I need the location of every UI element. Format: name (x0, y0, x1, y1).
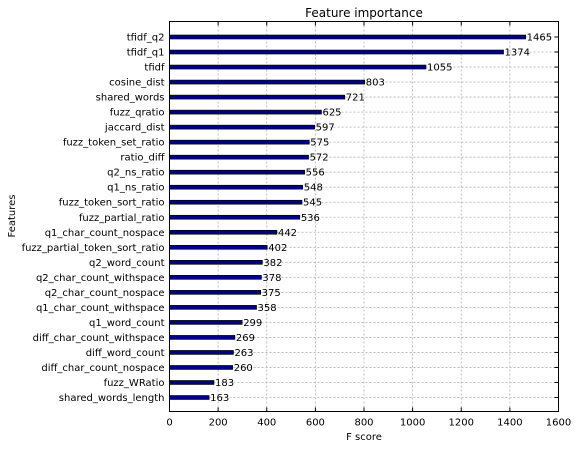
y-tick-label-shared_words_length: shared_words_length (59, 393, 165, 404)
bar-tfidf_q2 (169, 34, 526, 40)
value-label-ratio_diff: 572 (310, 153, 329, 164)
bar-tfidf (169, 64, 427, 70)
x-tick-label: 1600 (546, 418, 571, 429)
bar-cosine_dist (169, 79, 366, 85)
y-tick-label-q1_word_count: q1_word_count (89, 318, 165, 329)
x-tick-label: 1400 (497, 418, 522, 429)
y-tick-label-q1_ns_ratio: q1_ns_ratio (107, 183, 164, 194)
y-tick-label-cosine_dist: cosine_dist (109, 78, 164, 89)
y-tick-label-q1_char_count_withspace: q1_char_count_withspace (36, 303, 165, 314)
value-label-fuzz_token_set_ratio: 575 (310, 138, 329, 149)
bar-diff_char_count_withspace (169, 335, 236, 340)
value-label-tfidf: 1055 (427, 63, 452, 74)
bar-q2_word_count (169, 260, 263, 265)
y-tick-label-shared_words: shared_words (96, 93, 165, 104)
bar-q2_char_count_nospace (169, 290, 261, 295)
bar-fuzz_qratio (169, 109, 322, 115)
bar-fuzz_token_set_ratio (169, 139, 310, 145)
bar-fuzz_WRatio (169, 380, 215, 385)
value-label-tfidf_q2: 1465 (527, 33, 552, 44)
x-tick-label: 800 (354, 418, 373, 429)
y-tick-label-q2_char_count_withspace: q2_char_count_withspace (36, 273, 165, 284)
bar-ratio_diff (169, 154, 309, 160)
x-tick-label: 0 (166, 418, 172, 429)
x-tick-label: 600 (306, 418, 325, 429)
bar-shared_words_length (169, 395, 210, 400)
y-tick-label-fuzz_token_set_ratio: fuzz_token_set_ratio (63, 138, 165, 149)
x-tick-label: 200 (209, 418, 228, 429)
value-label-q2_char_count_withspace: 378 (262, 273, 281, 284)
bar-q1_word_count (169, 320, 243, 325)
y-tick-label-fuzz_WRatio: fuzz_WRatio (104, 378, 165, 389)
x-axis-label: F score (346, 432, 382, 443)
y-tick-label-fuzz_partial_token_sort_ratio: fuzz_partial_token_sort_ratio (22, 243, 165, 254)
bar-fuzz_partial_token_sort_ratio (169, 244, 268, 250)
y-tick-label-fuzz_qratio: fuzz_qratio (110, 108, 165, 119)
value-label-fuzz_token_sort_ratio: 545 (303, 198, 322, 209)
value-label-q1_ns_ratio: 548 (304, 183, 323, 194)
y-tick-label-ratio_diff: ratio_diff (120, 153, 165, 164)
bar-diff_word_count (169, 350, 234, 355)
bar-shared_words (169, 94, 346, 100)
value-label-jaccard_dist: 597 (316, 123, 335, 134)
value-label-fuzz_WRatio: 183 (215, 378, 234, 389)
value-label-q1_char_count_nospace: 442 (278, 228, 297, 239)
bar-diff_char_count_nospace (169, 365, 234, 370)
bar-fuzz_partial_ratio (169, 214, 301, 220)
y-axis-label: Features (7, 195, 18, 238)
value-label-fuzz_qratio: 625 (322, 108, 341, 119)
y-tick-label-q2_ns_ratio: q2_ns_ratio (107, 168, 164, 179)
y-tick-label-tfidf: tfidf (144, 63, 165, 74)
bar-q2_ns_ratio (169, 169, 305, 175)
value-label-fuzz_partial_token_sort_ratio: 402 (268, 243, 287, 254)
value-label-q1_char_count_withspace: 358 (258, 303, 277, 314)
bar-jaccard_dist (169, 124, 315, 130)
bar-q1_ns_ratio (169, 184, 304, 190)
x-tick-label: 1200 (449, 418, 474, 429)
value-label-shared_words: 721 (346, 93, 365, 104)
chart-title: Feature importance (305, 6, 423, 20)
bar-tfidf_q1 (169, 49, 504, 55)
y-tick-label-diff_char_count_nospace: diff_char_count_nospace (41, 363, 164, 374)
value-label-diff_word_count: 263 (234, 348, 253, 359)
value-label-cosine_dist: 803 (366, 78, 385, 89)
bar-q1_char_count_nospace (169, 229, 278, 235)
x-tick-labels: 0 200 400 600 800 1000 1200 1400 1600 (166, 418, 571, 429)
value-label-diff_char_count_withspace: 269 (236, 333, 255, 344)
value-label-q2_char_count_nospace: 375 (262, 288, 281, 299)
y-tick-label-jaccard_dist: jaccard_dist (104, 123, 165, 134)
y-tick-label-q2_word_count: q2_word_count (89, 258, 165, 269)
x-tick-label: 400 (257, 418, 276, 429)
value-label-shared_words_length: 163 (210, 393, 229, 404)
y-tick-label-tfidf_q2: tfidf_q2 (127, 33, 165, 44)
bar-fuzz_token_sort_ratio (169, 199, 303, 205)
x-tick-label: 1000 (400, 418, 425, 429)
y-tick-label-q1_char_count_nospace: q1_char_count_nospace (45, 228, 165, 239)
y-tick-label-q2_char_count_nospace: q2_char_count_nospace (45, 288, 165, 299)
y-tick-label-fuzz_token_sort_ratio: fuzz_token_sort_ratio (59, 198, 165, 209)
y-tick-label-diff_char_count_withspace: diff_char_count_withspace (33, 333, 165, 344)
y-tick-label-fuzz_partial_ratio: fuzz_partial_ratio (79, 213, 165, 224)
value-label-diff_char_count_nospace: 260 (234, 363, 253, 374)
plot-frame (169, 21, 559, 412)
bars (169, 34, 526, 400)
y-tick-label-tfidf_q1: tfidf_q1 (127, 48, 165, 59)
bar-q1_char_count_withspace (169, 305, 257, 310)
value-label-q2_word_count: 382 (263, 258, 282, 269)
bar-q2_char_count_withspace (169, 275, 262, 280)
value-label-q2_ns_ratio: 556 (306, 168, 325, 179)
value-label-fuzz_partial_ratio: 536 (301, 213, 320, 224)
value-label-tfidf_q1: 1374 (505, 48, 530, 59)
y-tick-label-diff_word_count: diff_word_count (86, 348, 165, 359)
value-label-q1_word_count: 299 (243, 318, 262, 329)
